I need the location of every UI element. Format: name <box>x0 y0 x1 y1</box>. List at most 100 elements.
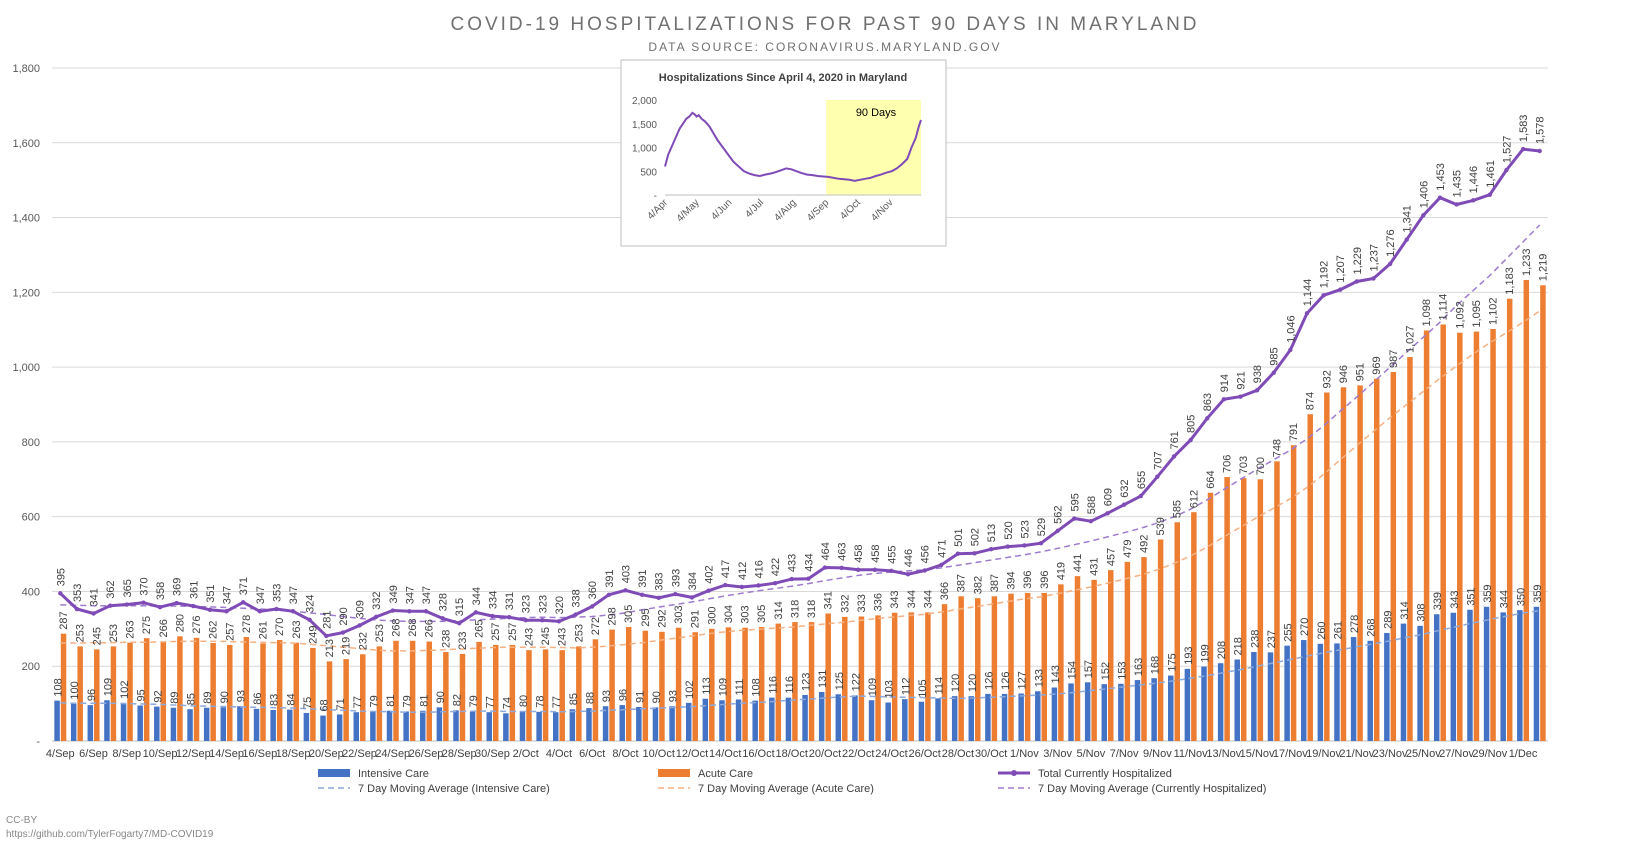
acute-bar <box>210 643 216 741</box>
total-point <box>1254 388 1260 393</box>
total-point <box>706 588 711 593</box>
x-tick-labels: 4/Sep 6/Sep 8/Sep 10/Sep12/Sep14/Sep16/Sep1… <box>46 748 1538 760</box>
total-point <box>58 591 63 596</box>
icu-data-label: 359 <box>1532 584 1544 602</box>
total-point <box>324 633 329 639</box>
acute-bar <box>1274 461 1280 741</box>
total-point <box>1022 543 1027 548</box>
acute-bar <box>1473 331 1480 741</box>
acute-bar <box>1457 332 1463 741</box>
icu-bar <box>1251 652 1257 741</box>
acute-bar <box>875 615 881 741</box>
total-point <box>357 623 362 628</box>
icu-data-label: 109 <box>102 678 114 696</box>
total-point <box>1454 202 1459 207</box>
acute-bar <box>310 647 316 741</box>
inset-chart: Hospitalizations Since April 4, 2020 in … <box>620 59 947 247</box>
total-point <box>1421 213 1426 218</box>
acute-data-label: 219 <box>341 637 353 655</box>
acute-data-label: 932 <box>1321 370 1333 388</box>
total-point <box>1105 511 1110 516</box>
acute-data-label: 664 <box>1205 470 1217 488</box>
total-point <box>1188 437 1193 443</box>
acute-data-label: 394 <box>1006 571 1018 589</box>
acute-data-label: 382 <box>972 576 984 594</box>
x-tick-label: 26/Sep <box>409 748 444 760</box>
total-point <box>1171 454 1177 459</box>
acute-bar <box>792 622 798 741</box>
acute-bar <box>858 616 865 741</box>
acute-bar <box>260 643 266 741</box>
acute-bar <box>958 596 964 741</box>
total-point <box>1038 541 1044 546</box>
icu-data-label: 102 <box>684 681 696 699</box>
total-data-label: 455 <box>886 546 898 564</box>
acute-data-label: 268 <box>391 618 403 636</box>
acute-data-label: 318 <box>789 600 801 618</box>
icu-data-label: 68 <box>319 699 331 711</box>
acute-data-label: 951 <box>1355 363 1367 381</box>
total-point <box>1205 416 1210 421</box>
icu-data-label: 270 <box>1299 618 1311 636</box>
credit-url[interactable]: https://github.com/TylerFogarty7/MD-COVI… <box>6 829 214 840</box>
total-point <box>423 609 429 614</box>
total-data-label: 1,435 <box>1452 170 1464 198</box>
total-point <box>373 614 379 620</box>
total-point <box>922 568 927 573</box>
acute-data-label: 243 <box>557 628 569 646</box>
total-data-label: 395 <box>55 568 67 586</box>
icu-data-label: 100 <box>69 681 81 699</box>
icu-data-label: 90 <box>435 691 447 703</box>
icu-bar <box>769 697 775 741</box>
total-point <box>623 588 628 593</box>
acute-data-label: 266 <box>158 619 170 637</box>
icu-data-label: 237 <box>1266 630 1278 648</box>
total-data-label: 1,144 <box>1302 279 1314 307</box>
total-point <box>772 581 778 586</box>
highlight-label: 90 Days <box>856 107 897 119</box>
acute-bar <box>1240 478 1247 741</box>
icu-bar <box>1118 683 1124 741</box>
x-tick-label: 22/Oct <box>842 748 874 760</box>
acute-data-label: 612 <box>1188 490 1200 508</box>
acute-data-label: 257 <box>507 623 519 641</box>
total-point <box>407 609 412 614</box>
total-data-label: 320 <box>554 596 566 614</box>
icu-bar <box>802 695 808 741</box>
legend-swatch <box>318 769 350 777</box>
acute-bar <box>1257 479 1264 741</box>
icu-bar <box>552 712 559 741</box>
total-point <box>240 600 246 605</box>
icu-data-label: 143 <box>1050 665 1062 683</box>
total-point <box>1387 261 1393 267</box>
icu-bar <box>818 692 825 741</box>
acute-bar <box>659 631 665 741</box>
total-data-label: 707 <box>1152 451 1164 469</box>
icu-data-label: 71 <box>335 698 347 710</box>
icu-bar <box>1035 691 1041 741</box>
x-tick-label: 14/Oct <box>709 748 741 760</box>
acute-bar <box>625 626 632 741</box>
icu-bar <box>453 710 459 741</box>
total-data-label: 471 <box>936 540 948 558</box>
icu-bar <box>719 700 725 741</box>
y-tick-label: 400 <box>22 586 40 598</box>
icu-data-label: 308 <box>1416 603 1428 621</box>
total-data-label: 351 <box>205 584 217 602</box>
acute-bar <box>758 626 765 741</box>
acute-data-label: 1,098 <box>1421 299 1433 327</box>
icu-bar <box>1533 606 1540 741</box>
acute-data-label: 1,233 <box>1521 248 1533 276</box>
acute-data-label: 344 <box>906 590 918 608</box>
acute-data-label: 233 <box>457 632 469 650</box>
icu-bar <box>187 709 193 741</box>
icu-data-label: 255 <box>1283 623 1295 641</box>
total-point <box>656 595 661 601</box>
x-tick-label: 28/Oct <box>942 748 974 760</box>
acute-data-label: 1,183 <box>1504 267 1516 295</box>
acute-data-label: 396 <box>1039 571 1051 589</box>
total-data-label: 805 <box>1186 415 1198 433</box>
total-point <box>457 621 462 626</box>
icu-data-label: 81 <box>385 694 397 706</box>
